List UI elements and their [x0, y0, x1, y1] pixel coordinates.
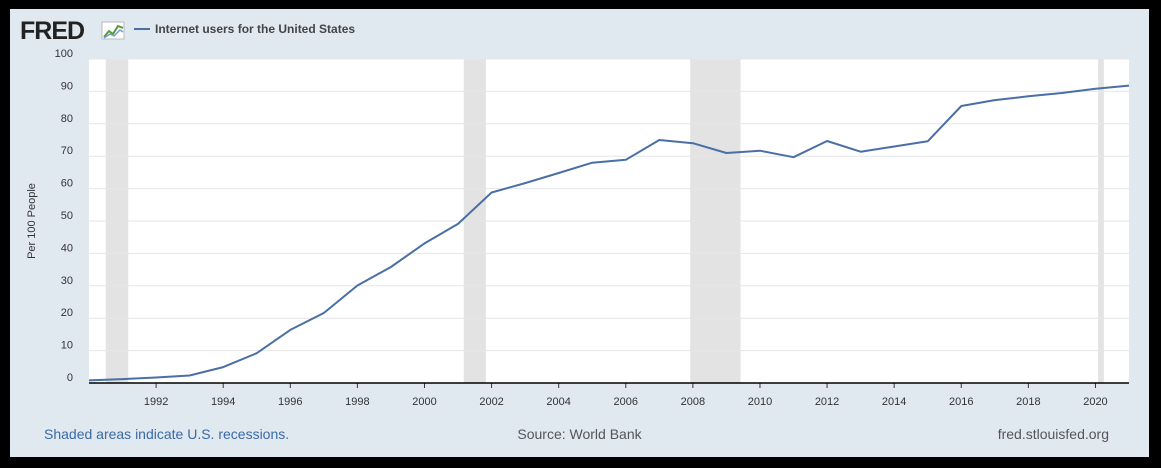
data-point	[926, 139, 930, 143]
x-tick-label: 1992	[144, 396, 168, 408]
site-link[interactable]: fred.stlouisfed.org	[997, 426, 1109, 442]
y-tick-label: 80	[61, 113, 73, 125]
recession-note: Shaded areas indicate U.S. recessions.	[44, 426, 290, 442]
data-point	[355, 283, 359, 287]
x-tick-label: 1998	[345, 396, 369, 408]
data-point	[792, 155, 796, 159]
x-tick-label: 2012	[815, 396, 839, 408]
x-tick-label: 1994	[211, 396, 235, 408]
data-point	[154, 375, 158, 379]
x-tick-label: 2000	[412, 396, 436, 408]
y-tick-label: 0	[67, 372, 73, 384]
x-tick-label: 1996	[278, 396, 302, 408]
y-axis-label: Per 100 People	[26, 183, 38, 259]
data-point	[590, 161, 594, 165]
x-tick-label: 2010	[748, 396, 772, 408]
x-tick-label: 2016	[949, 396, 973, 408]
x-tick-label: 2006	[614, 396, 638, 408]
data-point	[892, 144, 896, 148]
series-title[interactable]: Internet users for the United States	[155, 22, 355, 36]
fred-logo[interactable]: FRED	[20, 17, 125, 45]
y-tick-label: 20	[61, 307, 73, 319]
y-tick-label: 30	[61, 275, 73, 287]
data-point	[993, 98, 997, 102]
data-point	[523, 181, 527, 185]
data-point	[121, 377, 125, 381]
x-tick-label: 2018	[1016, 396, 1040, 408]
data-point	[724, 151, 728, 155]
data-point	[758, 149, 762, 153]
series-group	[87, 84, 1131, 382]
data-point	[624, 158, 628, 162]
data-point	[1060, 91, 1064, 95]
data-point	[87, 378, 91, 382]
line-chart: FRED Internet users for the United State…	[20, 17, 1131, 408]
fred-logo-text: FRED	[20, 17, 84, 45]
data-point	[959, 104, 963, 108]
y-tick-label: 50	[61, 210, 73, 222]
data-point	[288, 328, 292, 332]
chart-graph-icon	[101, 21, 125, 40]
y-tick-label: 70	[61, 145, 73, 157]
y-tick-label: 40	[61, 242, 73, 254]
x-tick-label: 2002	[479, 396, 503, 408]
y-tick-label: 10	[61, 340, 73, 352]
data-point	[221, 365, 225, 369]
y-tick-label: 90	[61, 80, 73, 92]
series-line-0	[88, 84, 1130, 382]
chart-container: FRED Internet users for the United State…	[10, 9, 1149, 457]
data-point	[557, 171, 561, 175]
data-point	[188, 374, 192, 378]
data-point	[825, 139, 829, 143]
data-point	[1093, 87, 1097, 91]
source-label: Source: World Bank	[517, 426, 642, 442]
data-point	[322, 311, 326, 315]
data-point	[255, 351, 259, 355]
y-axis-ticks: 0 10 20 30 40 50 60 70 80 90 100	[55, 48, 73, 384]
data-point	[490, 190, 494, 194]
x-tick-label: 2020	[1083, 396, 1107, 408]
data-point	[456, 222, 460, 226]
data-point	[859, 150, 863, 154]
y-tick-label: 60	[61, 178, 73, 190]
x-tick-label: 2004	[546, 396, 570, 408]
data-point	[1127, 84, 1131, 88]
y-tick-label: 100	[55, 48, 73, 60]
gridlines	[89, 58, 1129, 352]
data-point	[422, 241, 426, 245]
x-axis-ticks: 1992 1994 1996 1998 2000 2002 2004 2006 2008 2010…	[144, 383, 1108, 408]
data-point	[389, 265, 393, 269]
data-point	[1026, 94, 1030, 98]
data-point	[657, 138, 661, 142]
x-tick-label: 2008	[681, 396, 705, 408]
data-point	[691, 141, 695, 145]
x-tick-label: 2014	[882, 396, 906, 408]
